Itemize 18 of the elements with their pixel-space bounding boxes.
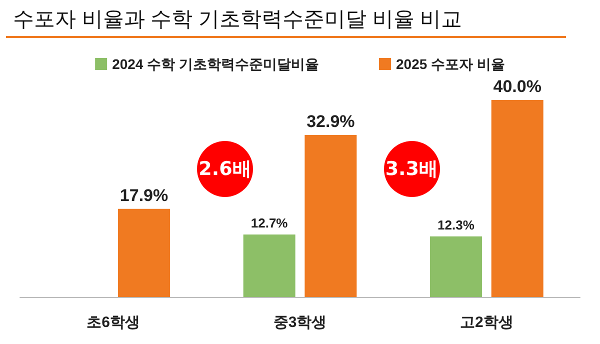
x-tick-label: 초6학생 (86, 314, 140, 331)
bar (430, 236, 482, 297)
data-label: 12.3% (438, 217, 475, 232)
data-label: 17.9% (120, 186, 168, 205)
annotation: 2.6배 (197, 140, 253, 197)
chart-title: 수포자 비율과 수학 기초학력수준미달 비율 비교 (13, 8, 462, 31)
bar (304, 134, 357, 297)
data-label: 40.0% (493, 77, 542, 96)
x-tick-label: 중3학생 (273, 314, 327, 331)
legend-label: 2024 수학 기초학력수준미달비율 (112, 56, 320, 72)
legend-label: 2025 수포자 비율 (396, 56, 505, 72)
data-label: 12.7% (250, 215, 288, 230)
data-label: 32.9% (306, 112, 355, 131)
bar (243, 234, 296, 297)
annotation: 3.3배 (384, 140, 440, 197)
bar (491, 100, 544, 297)
x-tick-label: 고2학생 (460, 314, 514, 331)
bar (118, 208, 170, 297)
